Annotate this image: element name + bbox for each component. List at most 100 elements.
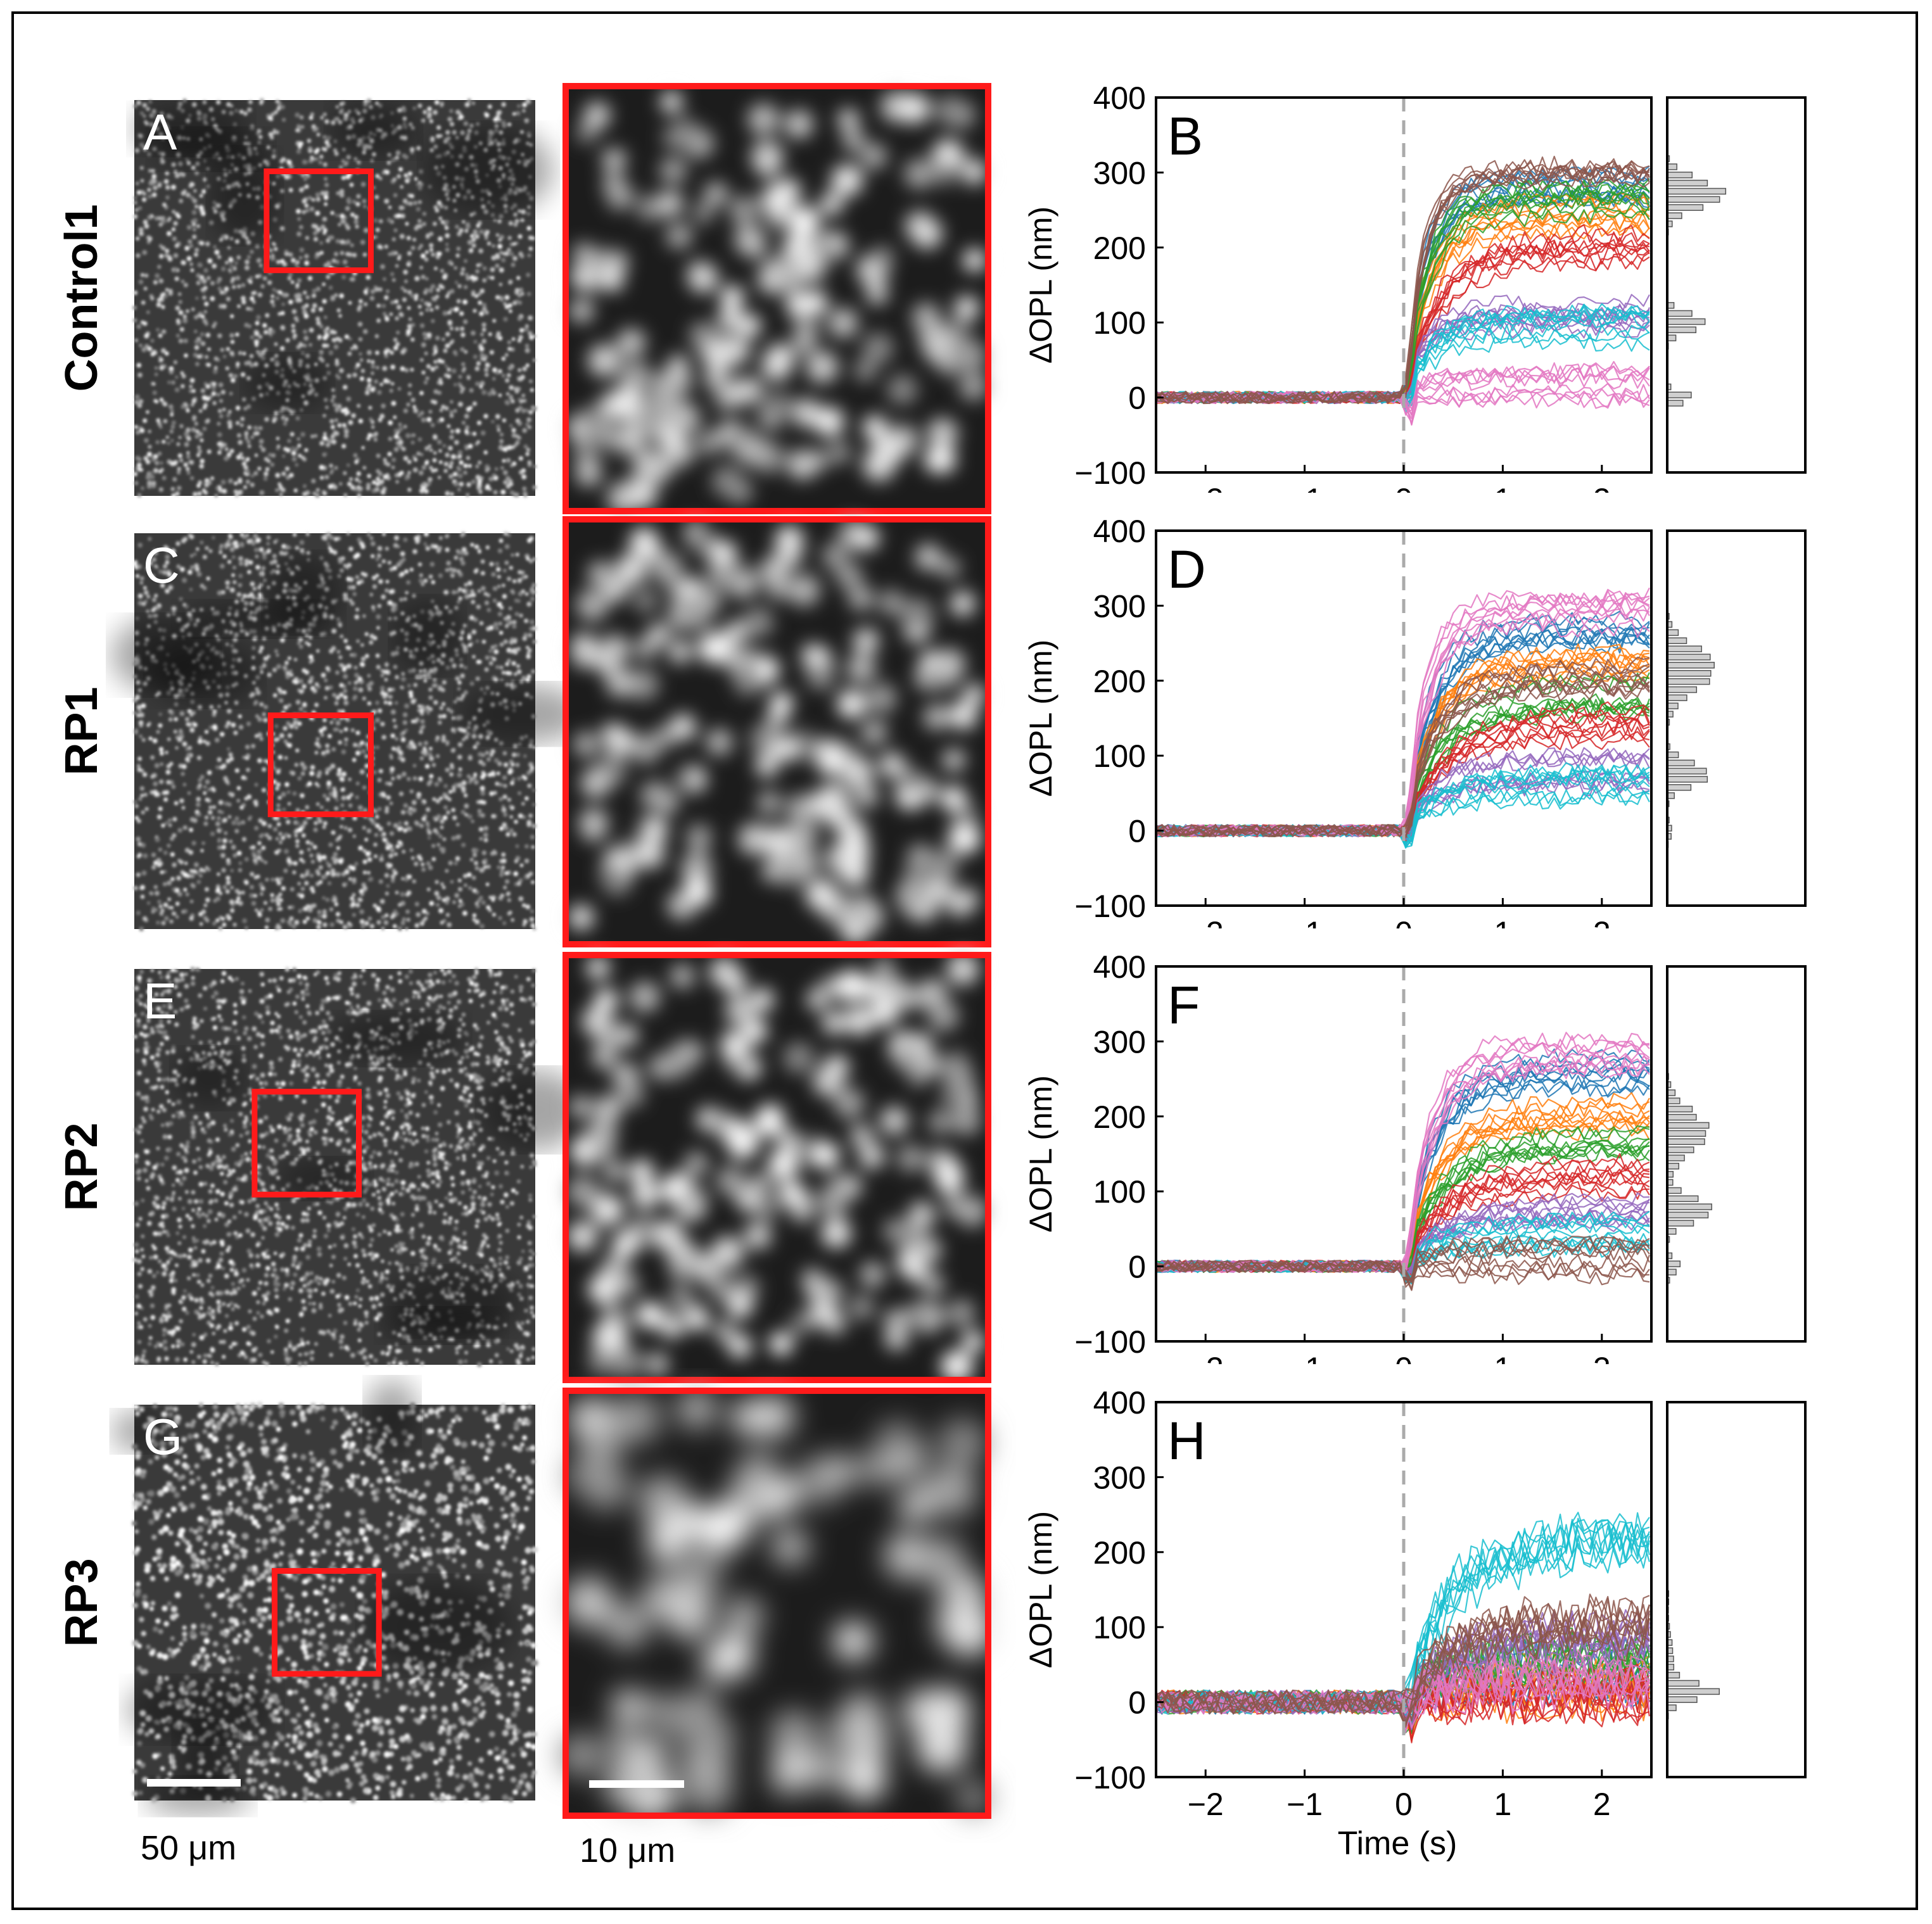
- histogram-bar: [1667, 1187, 1682, 1194]
- chart-panel-letter: F: [1167, 975, 1200, 1035]
- row-label: RP1: [56, 687, 107, 775]
- histogram-bar: [1667, 1269, 1677, 1275]
- histogram-bar: [1667, 318, 1706, 326]
- histogram-bar: [1667, 163, 1677, 170]
- y-tick-label: 200: [1093, 1099, 1146, 1135]
- y-tick-label: −100: [1074, 889, 1146, 924]
- overview-image: E: [132, 966, 587, 1367]
- histogram-bar: [1667, 1195, 1699, 1203]
- y-tick-label: 100: [1093, 738, 1146, 774]
- roi-box: [251, 1089, 362, 1198]
- row-label: RP2: [56, 1122, 107, 1211]
- y-tick-label: −100: [1074, 1760, 1146, 1795]
- row-rp3: RP3 G −100 0 100 200 300 400 −2 −1 0 1 2 ΔOPL (nm) Tim…: [56, 1364, 1807, 1862]
- histogram-bar: [1667, 702, 1679, 709]
- x-tick-label: 2: [1593, 1787, 1611, 1822]
- histogram-bar: [1667, 1696, 1698, 1703]
- histogram-bar: [1667, 776, 1708, 783]
- histogram-bar: [1667, 1113, 1697, 1121]
- trace-line: [1155, 1614, 1650, 1714]
- chart-panel-letter: B: [1167, 106, 1203, 166]
- histogram-bar: [1667, 1122, 1710, 1129]
- zoom-frame: [562, 83, 991, 514]
- row-label: RP3: [56, 1558, 107, 1647]
- y-tick-label: 300: [1093, 1024, 1146, 1060]
- histogram-bar: [1667, 768, 1707, 775]
- histogram-bar: [1667, 1155, 1685, 1161]
- histogram-bar: [1667, 1146, 1694, 1153]
- x-tick-label: −1: [1287, 1787, 1323, 1822]
- chart-panel-letter: D: [1167, 540, 1206, 599]
- distribution-histogram: [1666, 1401, 1807, 1778]
- y-tick-label: 400: [1093, 514, 1146, 549]
- zoom-frame: [562, 952, 991, 1383]
- zoom-scale-bar: [589, 1780, 684, 1788]
- y-tick-label: 100: [1093, 1174, 1146, 1210]
- zoom-scale-label: 10 μm: [580, 1832, 675, 1870]
- distribution-histogram: [1666, 529, 1807, 907]
- y-tick-label: 200: [1093, 1535, 1146, 1571]
- histogram-axes: [1666, 96, 1807, 474]
- histogram-bar: [1667, 187, 1727, 195]
- histogram-bar: [1667, 172, 1693, 179]
- histogram-bar: [1667, 1671, 1681, 1679]
- row-label: Control1: [56, 205, 107, 392]
- y-tick-label: −100: [1074, 455, 1146, 491]
- x-tick-label: −2: [1188, 1787, 1224, 1822]
- y-tick-label: 300: [1093, 588, 1146, 624]
- y-tick-label: 0: [1128, 381, 1146, 416]
- trace-line: [1155, 1035, 1650, 1273]
- histogram-bar: [1667, 326, 1697, 334]
- histogram-bar: [1667, 637, 1687, 644]
- histogram-bar: [1667, 196, 1720, 203]
- histogram-bar: [1667, 179, 1708, 187]
- x-tick-label: 1: [1494, 1787, 1511, 1822]
- histogram-bar: [1667, 784, 1692, 791]
- histogram-bar: [1667, 1212, 1709, 1218]
- overview-scale-bar: [147, 1779, 241, 1787]
- y-tick-label: 400: [1093, 80, 1146, 116]
- histogram-bar: [1667, 678, 1710, 685]
- distribution-histogram: [1666, 96, 1807, 474]
- histogram-bar: [1667, 629, 1679, 636]
- histogram-bar: [1667, 645, 1702, 652]
- y-tick-label: 100: [1093, 305, 1146, 341]
- y-axis-label: ΔOPL (nm): [1023, 1075, 1058, 1232]
- histogram-bar: [1667, 334, 1677, 341]
- y-tick-label: 0: [1128, 1250, 1146, 1285]
- image-panel-letter: G: [143, 1408, 182, 1465]
- histogram-axes: [1666, 1401, 1807, 1778]
- roi-box: [264, 168, 374, 274]
- image-panel-letter: E: [143, 973, 177, 1029]
- image-panel-letter: C: [143, 537, 180, 593]
- y-tick-label: −100: [1074, 1324, 1146, 1360]
- histogram-bar: [1667, 686, 1698, 693]
- histogram-bar: [1667, 759, 1695, 767]
- histogram-bar: [1667, 654, 1711, 661]
- y-tick-label: 200: [1093, 231, 1146, 266]
- x-tick-label: 0: [1395, 1787, 1413, 1822]
- histogram-bar: [1667, 212, 1682, 219]
- distribution-histogram: [1666, 965, 1807, 1343]
- y-tick-label: 0: [1128, 814, 1146, 849]
- histogram-bar: [1667, 400, 1684, 407]
- histogram-bar: [1667, 1098, 1681, 1104]
- histogram-bar: [1667, 1228, 1677, 1235]
- zoom-image: [562, 952, 991, 1383]
- y-tick-label: 400: [1093, 1385, 1146, 1421]
- y-axis-label: ΔOPL (nm): [1023, 640, 1058, 797]
- y-tick-label: 0: [1128, 1685, 1146, 1721]
- histogram-bar: [1667, 1704, 1677, 1711]
- histogram-bar: [1667, 1203, 1712, 1210]
- histogram-bar: [1667, 1105, 1693, 1113]
- zoom-frame: [562, 516, 991, 947]
- chart-panel-letter: H: [1167, 1411, 1206, 1471]
- histogram-bar: [1667, 1680, 1700, 1687]
- roi-box: [272, 1568, 382, 1677]
